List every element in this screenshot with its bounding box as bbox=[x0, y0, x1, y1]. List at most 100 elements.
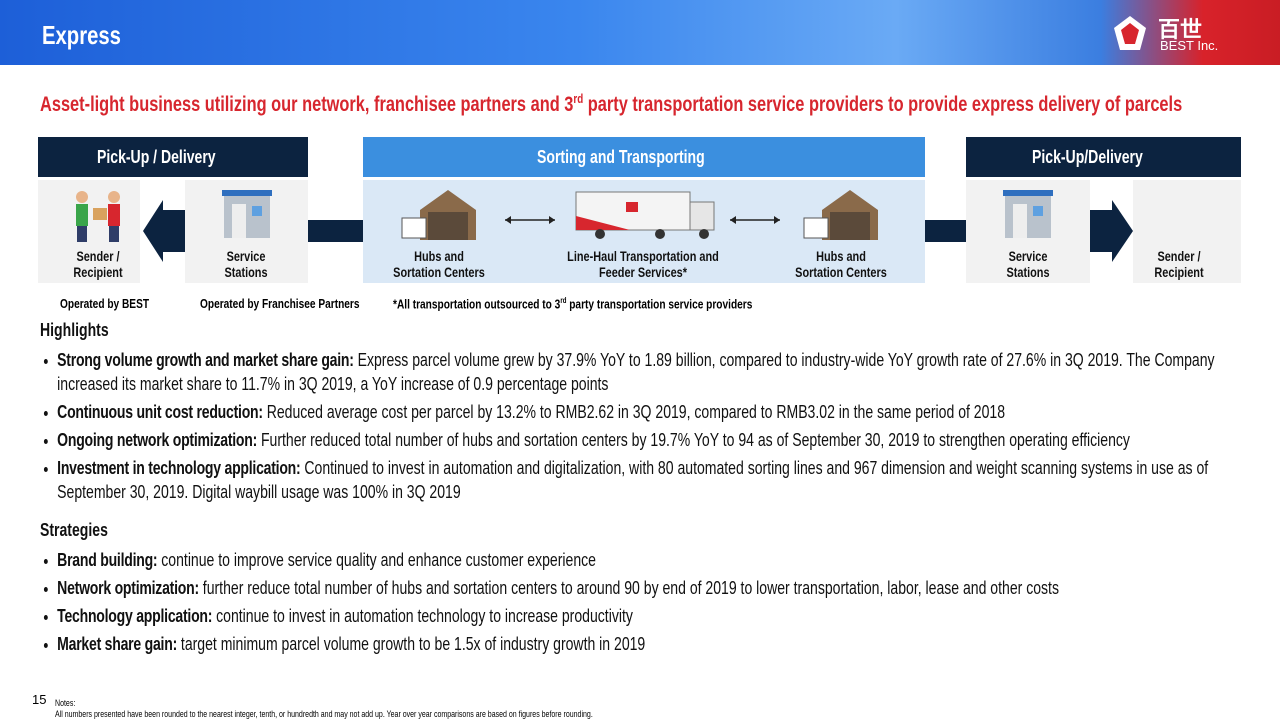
g-shape bbox=[76, 191, 120, 242]
rect-shape bbox=[232, 204, 246, 238]
station-label: Line-Haul Transportation and Feeder Servi… bbox=[567, 248, 719, 280]
bullet-text: Reduced average cost per parcel by 13.2%… bbox=[262, 402, 1006, 422]
circle-shape bbox=[76, 191, 88, 203]
bullet-lead: Continuous unit cost reduction: bbox=[57, 402, 263, 422]
g-shape bbox=[401, 190, 476, 240]
span-shape: party transportation service providers t… bbox=[583, 93, 1183, 116]
label-line: Service bbox=[226, 248, 266, 264]
span-shape: Sorting and Transporting bbox=[536, 146, 705, 167]
path-shape bbox=[1121, 23, 1139, 44]
rect-shape bbox=[252, 206, 262, 216]
bullet-lead: Brand building: bbox=[57, 550, 158, 570]
span-shape: Pick-Up/Delivery bbox=[1032, 146, 1144, 167]
label-line: Sortation Centers bbox=[795, 264, 887, 280]
header-bar bbox=[0, 0, 1280, 65]
rect-shape bbox=[93, 208, 107, 220]
rect-shape bbox=[803, 217, 829, 239]
label-line: Stations bbox=[1006, 264, 1050, 280]
rect-shape bbox=[76, 204, 88, 226]
station-label: Hubs and Sortation Centers bbox=[393, 248, 485, 280]
rect-shape bbox=[830, 212, 870, 240]
station-label: Hubs and Sortation Centers bbox=[795, 248, 887, 280]
label-line: Line-Haul Transportation and bbox=[567, 248, 719, 264]
bullet-text: Further reduced total number of hubs and… bbox=[257, 430, 1130, 450]
legend-franchise: Operated by Franchisee Partners bbox=[200, 296, 360, 311]
bullet-lead: Network optimization: bbox=[57, 578, 199, 598]
logo-cn: 百世 bbox=[1158, 17, 1203, 42]
station-label: Sender / Recipient bbox=[73, 248, 122, 280]
bullet-lead: Strong volume growth and market share ga… bbox=[57, 350, 354, 370]
bullet-lead: Technology application: bbox=[57, 606, 213, 626]
path-shape bbox=[143, 200, 185, 262]
g-shape bbox=[575, 191, 715, 239]
rect-shape bbox=[428, 212, 468, 240]
g-shape bbox=[1003, 190, 1053, 238]
header-cell: Sorting and Transporting bbox=[363, 137, 925, 177]
rect-shape bbox=[1005, 192, 1051, 238]
circle-shape bbox=[108, 191, 120, 203]
label-line: Stations bbox=[224, 264, 268, 280]
g-shape bbox=[505, 216, 780, 224]
logo-en: BEST Inc. bbox=[1160, 38, 1219, 53]
bullet-item: Continuous unit cost reduction: Reduced … bbox=[57, 400, 1241, 424]
station-label: Service Stations bbox=[1006, 248, 1049, 280]
bullet-item: Technology application: continue to inve… bbox=[57, 604, 1241, 628]
span-shape: Pick-Up / Delivery bbox=[96, 146, 216, 167]
bullet-list: Strong volume growth and market share ga… bbox=[40, 348, 1241, 504]
rect-shape bbox=[689, 201, 715, 231]
diagram-shapes bbox=[38, 180, 1241, 283]
path-shape bbox=[576, 216, 630, 230]
circle-shape bbox=[595, 229, 605, 239]
legend-note: *All transportation outsourced to 3rd pa… bbox=[393, 296, 752, 311]
bullet-lead: Investment in technology application: bbox=[57, 458, 301, 478]
subtitle: Asset-light business utilizing our netwo… bbox=[40, 92, 1182, 117]
sup-shape: rd bbox=[573, 92, 584, 106]
rect-shape bbox=[1003, 190, 1053, 196]
bullet-text: continue to invest in automation technol… bbox=[212, 606, 633, 626]
label-line: Sender / bbox=[1157, 248, 1201, 264]
label-line: Recipient bbox=[1154, 264, 1204, 280]
g-shape bbox=[803, 190, 878, 240]
station-label: Service Stations bbox=[224, 248, 267, 280]
station-label: Sender / Recipient bbox=[1154, 248, 1203, 280]
path-shape bbox=[505, 216, 511, 224]
bullet-item: Network optimization: further reduce tot… bbox=[57, 576, 1241, 600]
circle-shape bbox=[655, 229, 665, 239]
logo-mark bbox=[1114, 16, 1146, 50]
bullet-list: Brand building: continue to improve serv… bbox=[40, 548, 1241, 656]
label-line: Sender / bbox=[76, 248, 120, 264]
rect-shape bbox=[401, 217, 427, 239]
path-shape bbox=[1090, 200, 1133, 262]
section-title: Strategies bbox=[40, 520, 108, 540]
legend-best: Operated by BEST bbox=[60, 296, 150, 311]
page-number: 15 bbox=[32, 692, 47, 707]
bullet-item: Market share gain: target minimum parcel… bbox=[57, 632, 1241, 656]
bullet-item: Strong volume growth and market share ga… bbox=[57, 348, 1241, 396]
sup-shape: rd bbox=[560, 296, 567, 305]
path-shape bbox=[730, 216, 736, 224]
bullet-text: continue to improve service quality and … bbox=[157, 550, 596, 570]
bullet-text: Express parcel volume grew by 37.9% YoY … bbox=[57, 350, 1215, 394]
rect-shape bbox=[224, 192, 270, 238]
bullet-text: Continued to invest in automation and di… bbox=[57, 458, 1209, 502]
bullet-lead: Ongoing network optimization: bbox=[57, 430, 258, 450]
circle-shape bbox=[699, 229, 709, 239]
label-line: Recipient bbox=[73, 264, 123, 280]
bullet-item: Investment in technology application: Co… bbox=[57, 456, 1241, 504]
span-shape: *All transportation outsourced to 3 bbox=[393, 296, 561, 312]
bullet-lead: Market share gain: bbox=[57, 634, 178, 654]
header-cell: Pick-Up / Delivery bbox=[38, 137, 308, 177]
rect-shape bbox=[308, 220, 363, 242]
path-shape bbox=[549, 216, 555, 224]
label-line: Service bbox=[1008, 248, 1048, 264]
label-line: Hubs and bbox=[414, 248, 464, 264]
rect-shape bbox=[77, 226, 87, 242]
slide-title: Express bbox=[42, 20, 121, 50]
label-line: Sortation Centers bbox=[393, 264, 485, 280]
label-line: Hubs and bbox=[816, 248, 866, 264]
rect-shape bbox=[1033, 206, 1043, 216]
label-line: Feeder Services* bbox=[598, 264, 688, 280]
g-shape bbox=[222, 190, 272, 238]
rect-shape bbox=[1013, 204, 1027, 238]
path-shape bbox=[774, 216, 780, 224]
